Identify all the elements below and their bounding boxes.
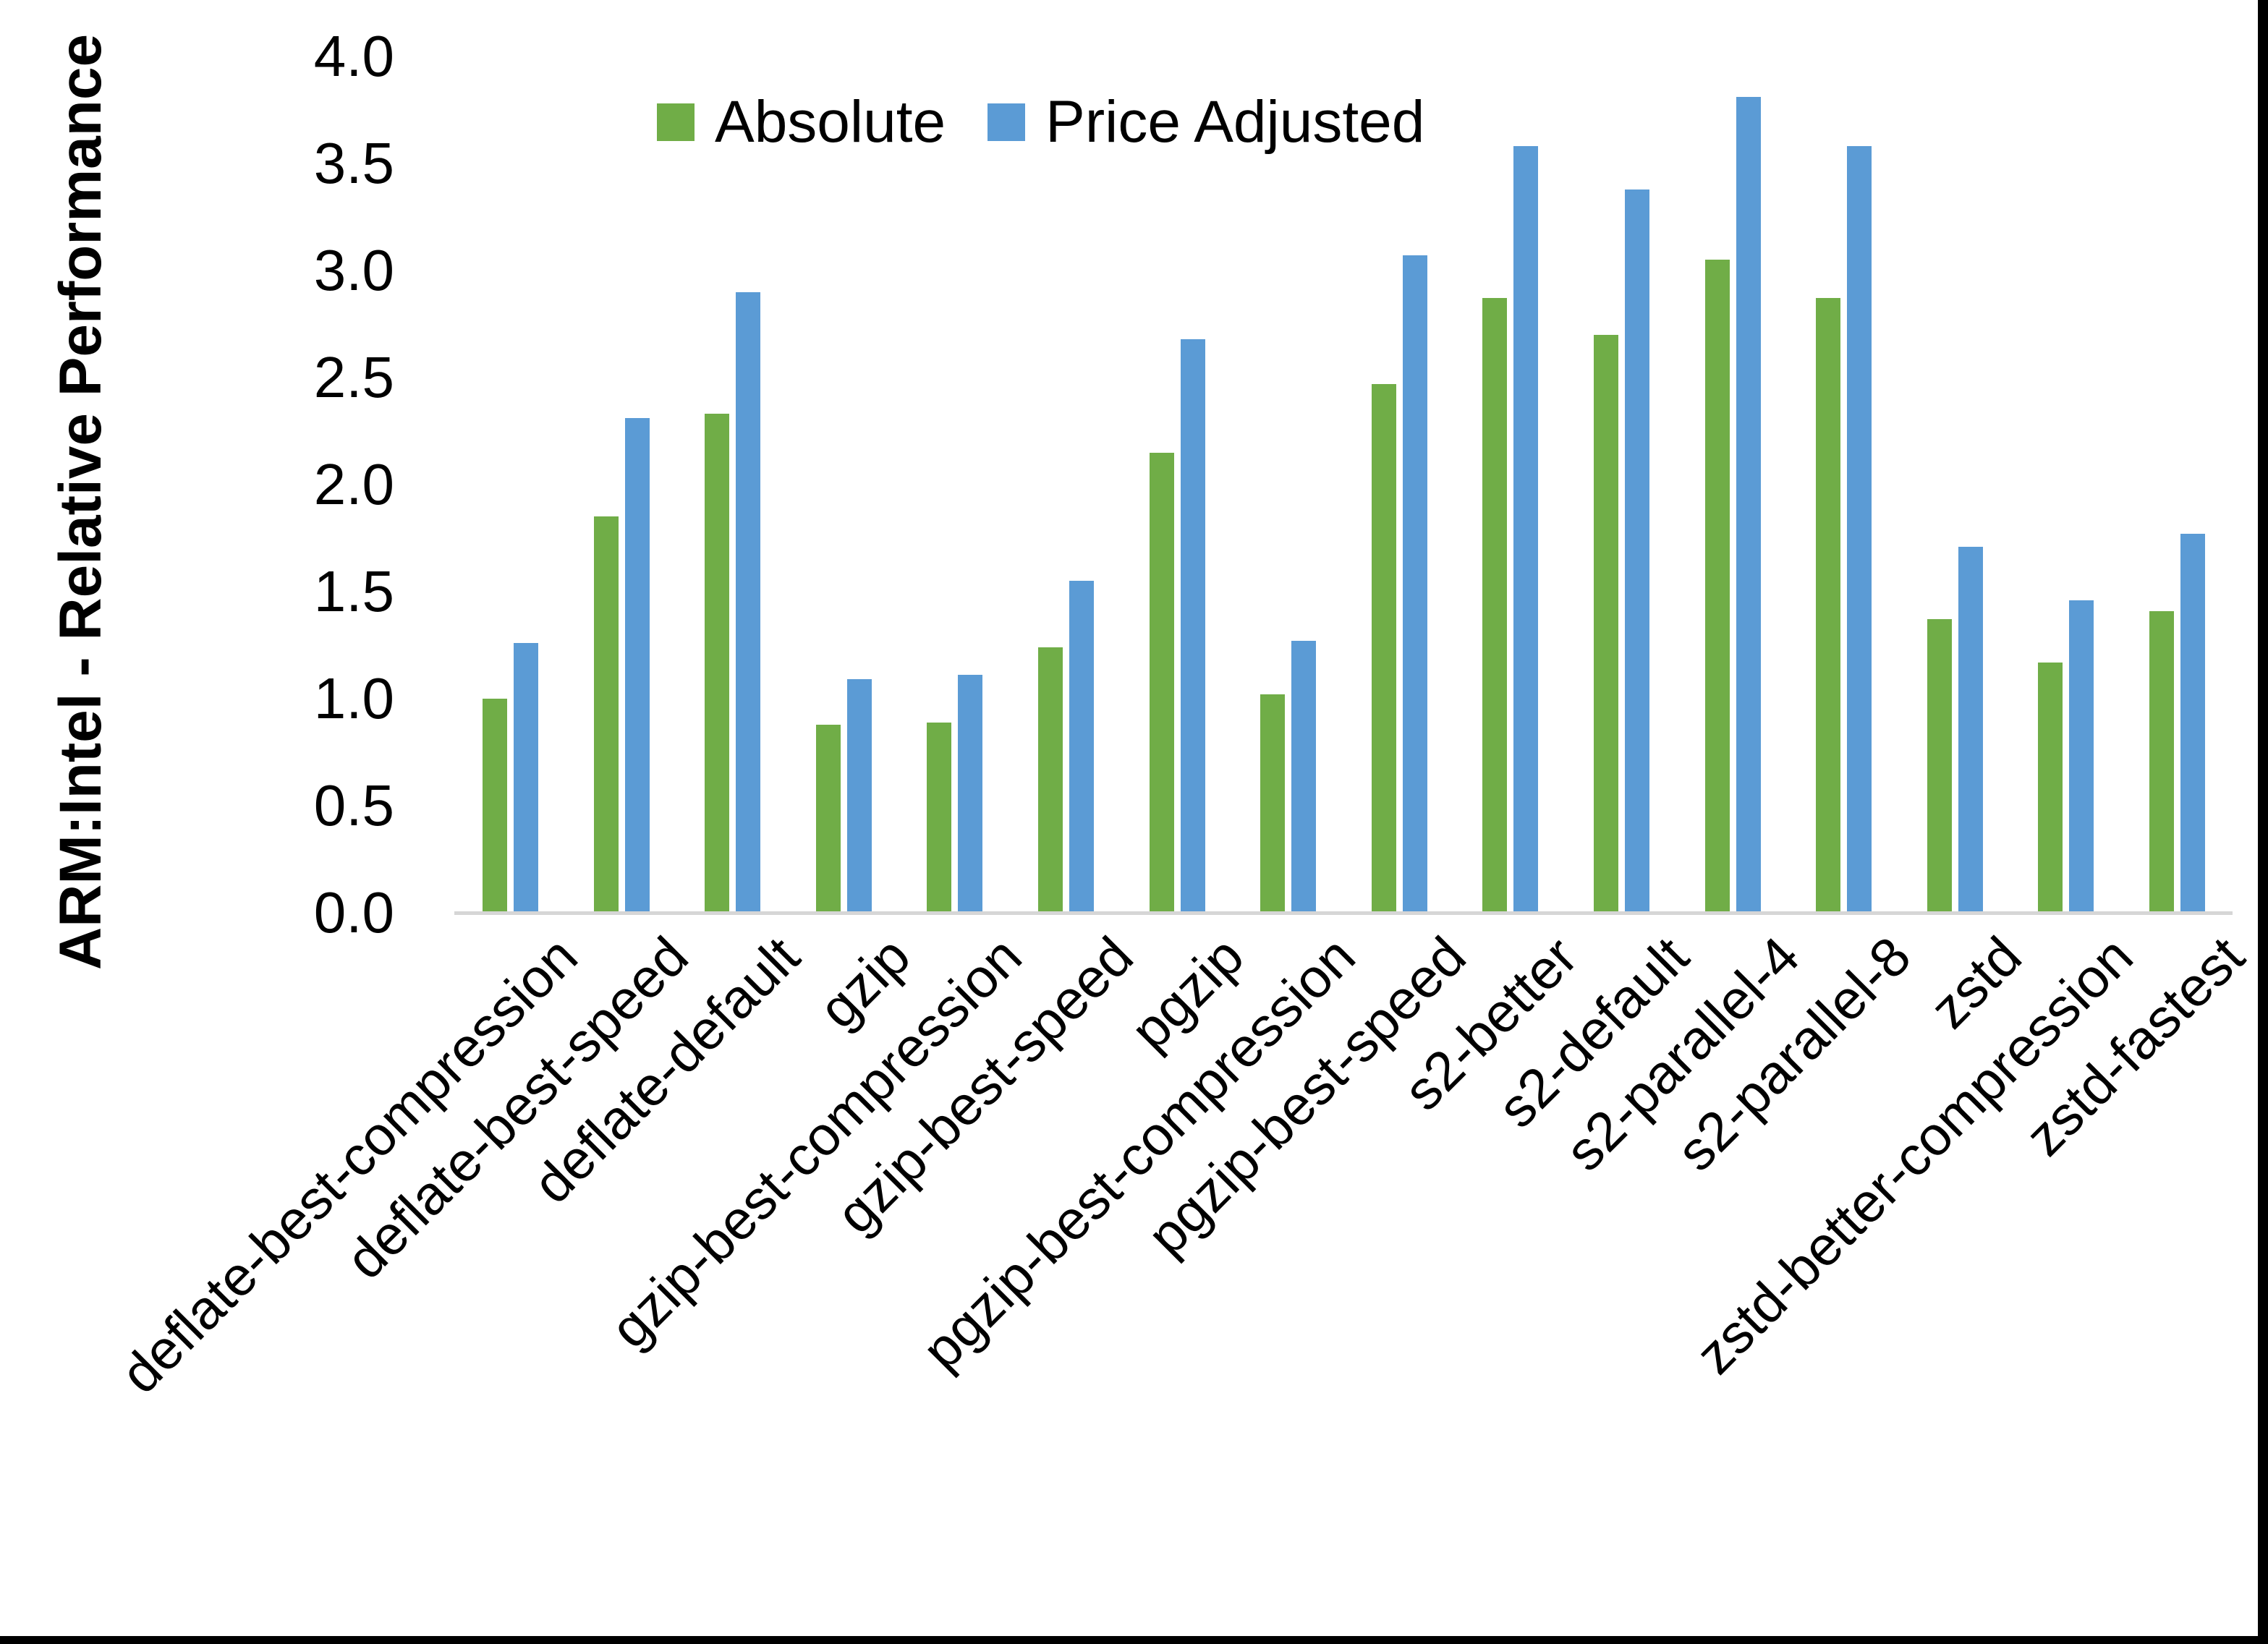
y-tick-label: 1.5 [313, 559, 394, 623]
bottom-border [0, 1636, 2268, 1644]
y-tick-label: 3.0 [313, 238, 394, 302]
y-tick-label: 0.5 [313, 773, 394, 838]
x-axis-line [454, 911, 2233, 915]
bar-price-adjusted [625, 418, 650, 913]
bar-price-adjusted [514, 643, 538, 913]
bar-price-adjusted [2180, 534, 2205, 913]
bar-absolute [1482, 298, 1507, 913]
y-tick-label: 2.0 [313, 452, 394, 516]
y-axis-title: ARM:Intel - Relative Performance [48, 33, 114, 971]
bar-price-adjusted [2069, 600, 2094, 913]
bar-absolute [1150, 453, 1174, 913]
bar-price-adjusted [1291, 641, 1316, 913]
bar-absolute [1927, 619, 1952, 913]
bar-price-adjusted [1736, 97, 1761, 913]
bar-absolute [1705, 260, 1730, 913]
bar-price-adjusted [1625, 189, 1649, 913]
bar-price-adjusted [1069, 581, 1094, 913]
bar-price-adjusted [736, 292, 760, 913]
bar-price-adjusted [1958, 547, 1983, 913]
y-tick-label: 3.5 [313, 131, 394, 195]
y-tick-label: 1.0 [313, 666, 394, 731]
bar-absolute [705, 414, 729, 913]
bar-price-adjusted [1181, 339, 1205, 913]
y-tick-label: 2.5 [313, 345, 394, 409]
bar-absolute [1816, 298, 1840, 913]
bar-price-adjusted [958, 675, 982, 913]
bar-absolute [1372, 384, 1396, 913]
legend: Absolute Price Adjusted [657, 93, 1424, 152]
right-border [2258, 0, 2268, 1644]
legend-swatch-absolute [657, 103, 695, 141]
legend-label-price-adjusted: Price Adjusted [1045, 89, 1425, 155]
bar-absolute [1038, 647, 1063, 913]
legend-item-absolute: Absolute [657, 93, 946, 152]
y-tick-label: 0.0 [313, 880, 394, 945]
legend-swatch-price-adjusted [988, 103, 1026, 141]
legend-item-price-adjusted: Price Adjusted [988, 93, 1424, 152]
bar-price-adjusted [847, 679, 872, 913]
legend-label-absolute: Absolute [715, 89, 946, 155]
bar-absolute [2149, 611, 2174, 913]
bar-absolute [1594, 335, 1618, 913]
bar-price-adjusted [1847, 146, 1872, 913]
bar-absolute [1260, 694, 1285, 913]
bar-absolute [927, 723, 951, 913]
bar-absolute [816, 725, 841, 913]
y-tick-label: 4.0 [313, 24, 394, 88]
bar-absolute [594, 516, 619, 913]
bar-absolute [2038, 663, 2063, 913]
bar-price-adjusted [1513, 146, 1538, 913]
bar-absolute [483, 699, 507, 913]
bar-price-adjusted [1403, 255, 1427, 913]
